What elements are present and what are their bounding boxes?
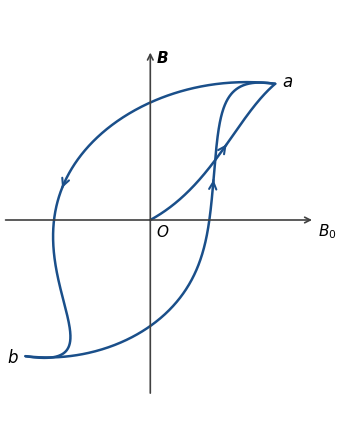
Text: $\boldsymbol{B_0}$: $\boldsymbol{B_0}$	[318, 222, 337, 241]
Text: $\boldsymbol{B}$: $\boldsymbol{B}$	[156, 50, 169, 66]
Text: $b$: $b$	[7, 349, 19, 367]
Text: $O$: $O$	[156, 224, 169, 241]
Text: $a$: $a$	[282, 73, 293, 91]
